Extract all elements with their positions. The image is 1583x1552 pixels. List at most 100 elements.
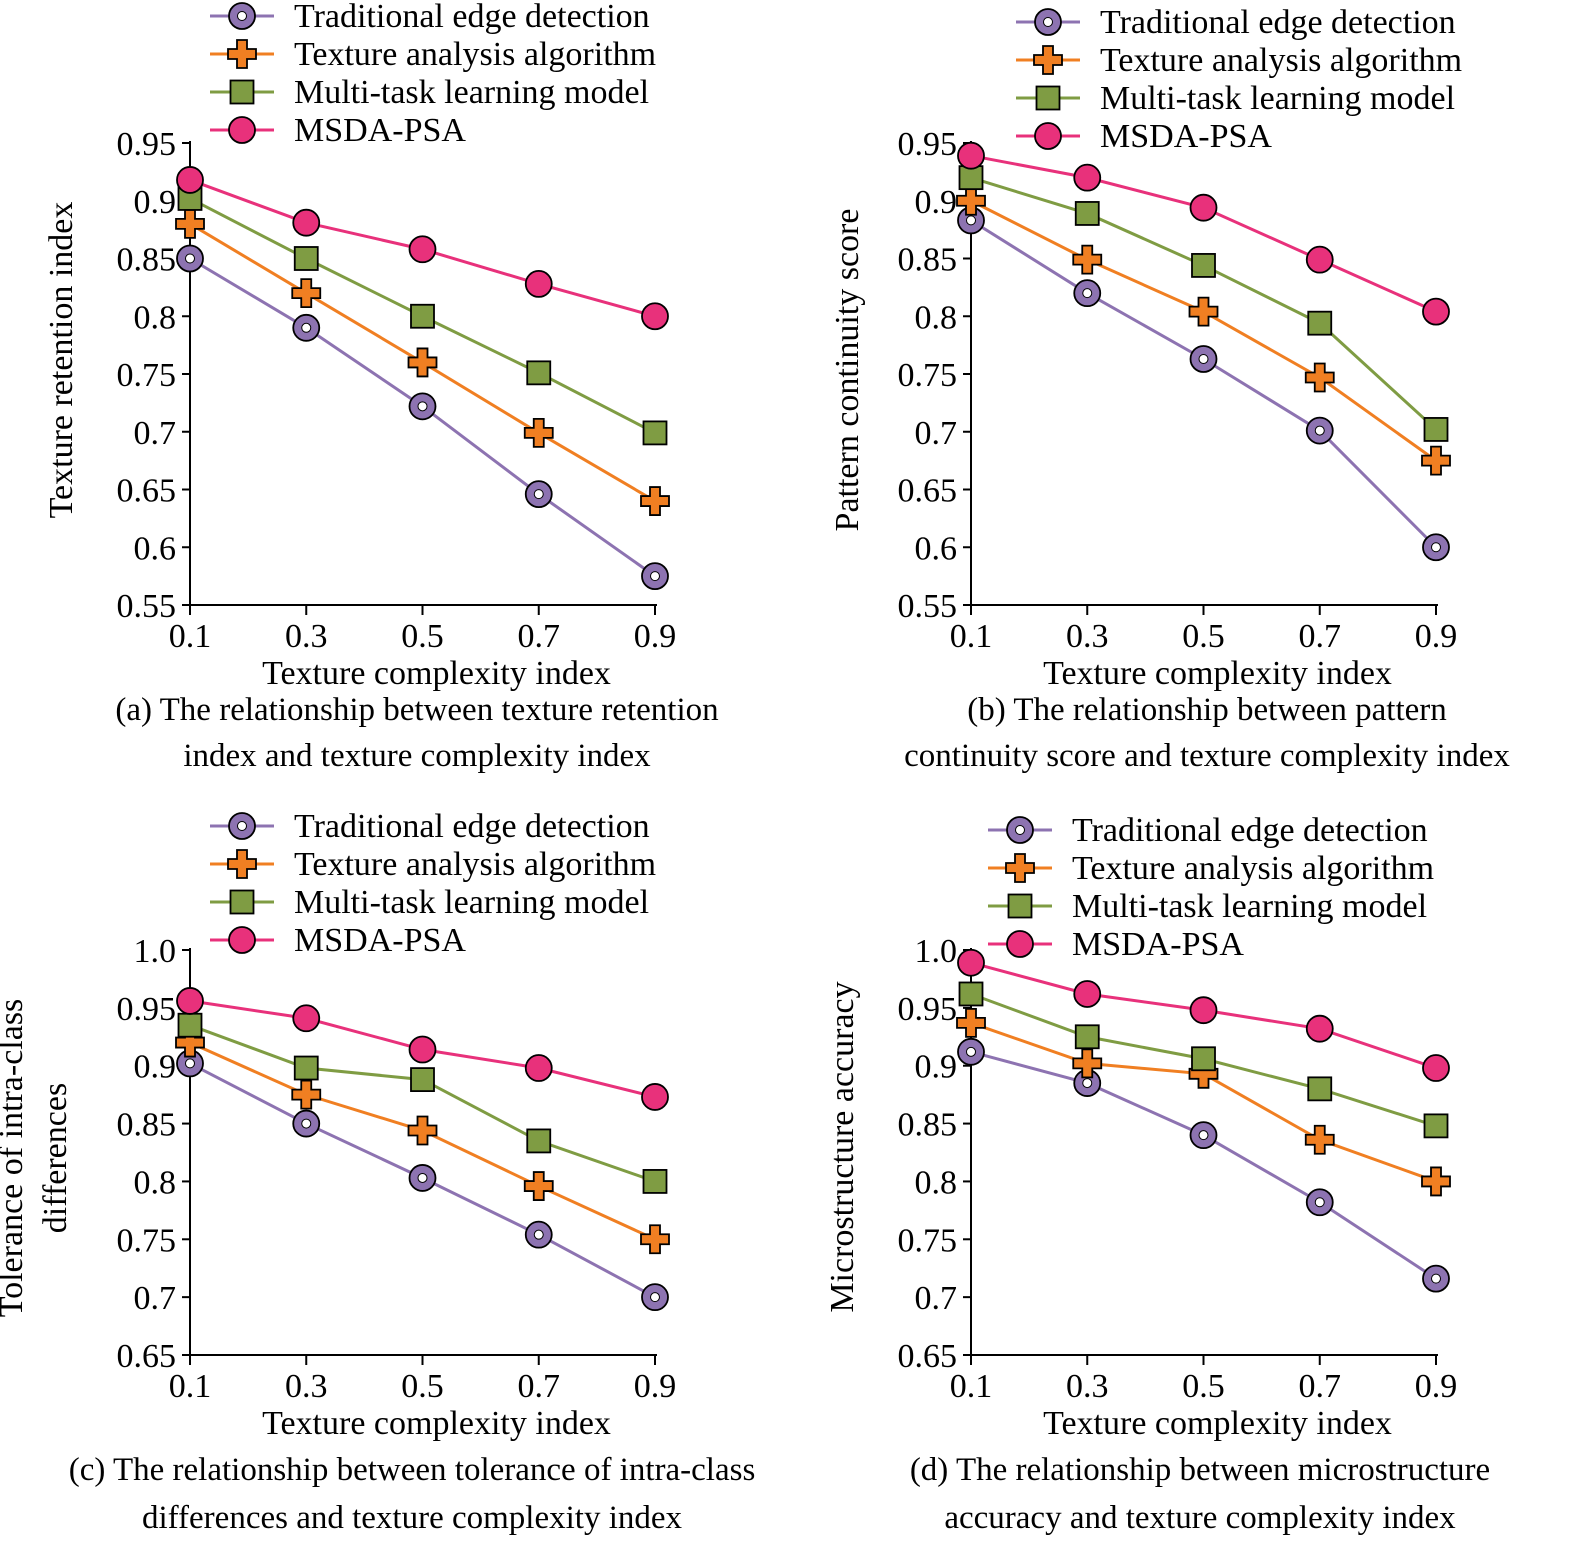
- y-tick-label: 0.55: [898, 588, 958, 625]
- chart-d: 0.65 0.7 0.75 0.8 0.85 0.9 0.95 1.0 0.1 0.3 0.5 0.7…: [824, 812, 1490, 1536]
- legend-marker: [227, 849, 257, 879]
- data-point-center: [417, 401, 428, 412]
- data-point: [177, 1012, 203, 1038]
- data-point: [410, 1067, 435, 1092]
- data-point: [640, 486, 670, 516]
- data-point: [1423, 1113, 1449, 1139]
- y-tick-label: 0.8: [134, 299, 177, 336]
- legend-marker-center: [1043, 17, 1053, 27]
- series-0: [957, 1037, 1450, 1293]
- data-point: [1422, 297, 1450, 326]
- y-tick-label: 0.8: [915, 1164, 958, 1201]
- data-point: [291, 1079, 322, 1110]
- series-3: [957, 948, 1450, 1082]
- data-point: [1191, 1046, 1216, 1072]
- data-point-center: [1198, 1130, 1209, 1141]
- series-2: [958, 165, 1449, 442]
- data-point: [1422, 1054, 1450, 1082]
- series-1: [956, 1008, 1451, 1197]
- data-point: [176, 166, 204, 194]
- data-point-center: [1198, 353, 1209, 364]
- series-3: [176, 166, 669, 331]
- data-point: [293, 246, 319, 271]
- x-tick-label: 0.3: [1066, 618, 1109, 655]
- data-point: [292, 1004, 321, 1033]
- y-tick-label: 0.7: [134, 1280, 177, 1317]
- caption: index and texture complexity index: [183, 738, 651, 774]
- y-tick-label: 1.0: [915, 933, 958, 970]
- data-point: [958, 981, 984, 1007]
- data-point: [1074, 201, 1100, 226]
- caption: accuracy and texture complexity index: [944, 1500, 1456, 1536]
- series-2: [958, 981, 1449, 1139]
- legend-marker: [1007, 893, 1033, 919]
- legend-marker-center: [237, 11, 247, 21]
- y-tick-label: 0.65: [898, 1338, 958, 1375]
- x-tick-label: 0.9: [1415, 618, 1458, 655]
- y-axis-label: Tolerance of intra-class: [0, 999, 30, 1318]
- data-point: [1423, 417, 1449, 442]
- y-tick-label: 0.95: [117, 991, 177, 1028]
- x-tick-label: 0.5: [1182, 618, 1225, 655]
- legend-label: Multi-task learning model: [294, 74, 649, 111]
- y-axis-label: Pattern continuity score: [829, 209, 866, 532]
- y-tick-label: 0.65: [117, 1338, 177, 1375]
- legend-marker-center: [237, 821, 247, 831]
- data-point: [526, 1128, 552, 1154]
- data-point-center: [966, 215, 976, 226]
- data-point: [1074, 1024, 1100, 1050]
- data-point: [1304, 1124, 1335, 1155]
- series-3: [957, 141, 1450, 326]
- data-point-center: [650, 1292, 660, 1303]
- legend-label: Texture analysis algorithm: [294, 36, 656, 73]
- data-point: [293, 1055, 319, 1081]
- data-point: [524, 270, 553, 298]
- data-point-center: [1431, 542, 1441, 553]
- y-tick-label: 0.85: [117, 1107, 177, 1144]
- data-point-center: [301, 322, 312, 333]
- y-tick-label: 0.9: [134, 184, 177, 221]
- y-tick-label: 0.6: [134, 530, 177, 567]
- data-point: [1305, 245, 1334, 274]
- x-axis-label: Texture complexity index: [262, 1405, 611, 1442]
- y-tick-label: 0.65: [898, 473, 958, 510]
- legend-marker-center: [1015, 825, 1025, 835]
- y-tick-label: 0.75: [898, 357, 958, 394]
- data-point: [408, 1035, 437, 1064]
- y-tick-label: 0.8: [134, 1164, 177, 1201]
- y-tick-label: 0.95: [898, 991, 958, 1028]
- legend-label: Multi-task learning model: [1100, 80, 1455, 117]
- series-1: [956, 185, 1451, 476]
- x-tick-label: 0.9: [1415, 1368, 1458, 1405]
- legend-label: Multi-task learning model: [294, 884, 649, 921]
- series-0: [957, 206, 1450, 562]
- data-point: [292, 208, 321, 237]
- data-point: [642, 420, 668, 446]
- y-axis-label: Microstructure accuracy: [824, 981, 861, 1312]
- chart-c: 0.65 0.7 0.75 0.8 0.85 0.9 0.95 1.0 0.1 0.3 0.5 0.7…: [0, 808, 755, 1536]
- data-point-center: [417, 1172, 428, 1183]
- data-point: [408, 235, 437, 264]
- x-tick-label: 0.3: [285, 618, 328, 655]
- chart-a: 0.55 0.6 0.65 0.7 0.75 0.8 0.85 0.9 0.95 0.1 0.3 0.…: [43, 0, 719, 774]
- y-tick-label: 0.75: [117, 357, 177, 394]
- data-point: [407, 1115, 438, 1146]
- legend-marker: [229, 889, 255, 915]
- y-tick-label: 0.85: [898, 1107, 958, 1144]
- y-tick-label: 0.95: [117, 126, 177, 163]
- data-point: [523, 418, 554, 448]
- x-axis-label: Texture complexity index: [1043, 1405, 1392, 1442]
- data-point: [1189, 193, 1218, 222]
- legend-label: Texture analysis algorithm: [1100, 42, 1462, 79]
- y-tick-label: 0.7: [915, 415, 958, 452]
- y-tick-label: 0.75: [117, 1222, 177, 1259]
- y-tick-label: 0.9: [915, 184, 958, 221]
- data-point: [1305, 1014, 1334, 1043]
- y-tick-label: 0.55: [117, 588, 177, 625]
- y-tick-label: 0.85: [898, 242, 958, 279]
- data-point: [410, 303, 435, 329]
- data-point: [641, 1083, 669, 1111]
- y-tick-label: 0.75: [898, 1222, 958, 1259]
